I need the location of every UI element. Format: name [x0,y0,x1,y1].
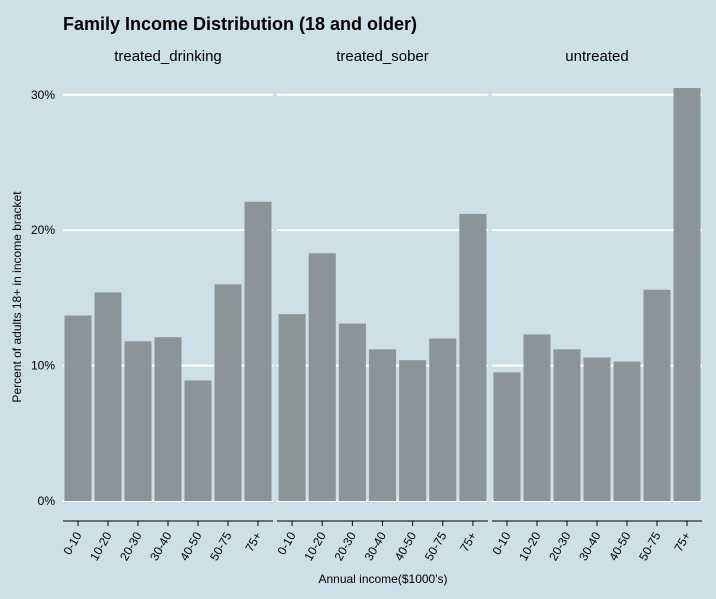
x-tick-label: 0-10 [60,529,84,557]
x-tick-label: 40-50 [392,529,420,563]
x-tick-label: 30-40 [147,529,175,563]
bar-layer [64,88,701,501]
x-tick-label: 20-30 [546,529,574,563]
bar [493,372,521,501]
facet-label: treated_sober [336,48,429,65]
x-tick-label: 40-50 [606,529,634,563]
bar [154,337,182,501]
x-tick-label: 10-20 [516,529,544,563]
facet-label: treated_drinking [114,48,222,65]
y-axis-title: Percent of adults 18+ in income bracket [10,191,24,403]
bar [673,88,701,501]
x-tick-label: 50-75 [422,529,450,563]
bar [459,213,487,501]
x-tick-label: 0-10 [275,529,299,557]
bar [184,380,212,501]
y-tick-label: 0% [38,494,56,508]
bar [399,360,427,501]
bar [94,292,122,501]
x-tick-label: 10-20 [301,529,329,563]
x-tick-label: 75+ [242,530,264,555]
bar [214,284,242,501]
bar [429,338,457,501]
x-tick-label: 75+ [457,530,479,555]
y-tick-label: 20% [31,223,55,237]
x-tick-label: 40-50 [177,529,205,563]
y-tick-label: 10% [31,359,55,373]
x-tick-label: 30-40 [362,529,390,563]
bar [64,315,92,501]
x-axis-title: Annual income($1000's) [318,572,447,586]
bar [523,334,551,501]
bar [308,253,336,501]
x-tick-label: 20-30 [117,529,145,563]
x-tick-label: 50-75 [207,529,235,563]
y-tick-label: 30% [31,88,55,102]
bar [643,289,671,501]
bar [124,341,152,501]
bar [368,349,397,501]
bar [583,357,611,501]
bar [553,349,581,501]
chart-title: Family Income Distribution (18 and older… [63,14,417,34]
x-tick-label: 30-40 [576,529,604,563]
x-tick-label: 0-10 [489,529,513,557]
bar [613,361,641,501]
bar [278,314,306,501]
x-tick-label: 20-30 [331,529,359,563]
x-tick-label: 75+ [671,530,693,555]
x-tick-label: 10-20 [87,529,115,563]
facet-label: untreated [565,48,628,65]
bar [338,323,366,501]
bar [244,201,272,501]
x-tick-label: 50-75 [636,529,664,563]
axis-layer [63,520,702,526]
